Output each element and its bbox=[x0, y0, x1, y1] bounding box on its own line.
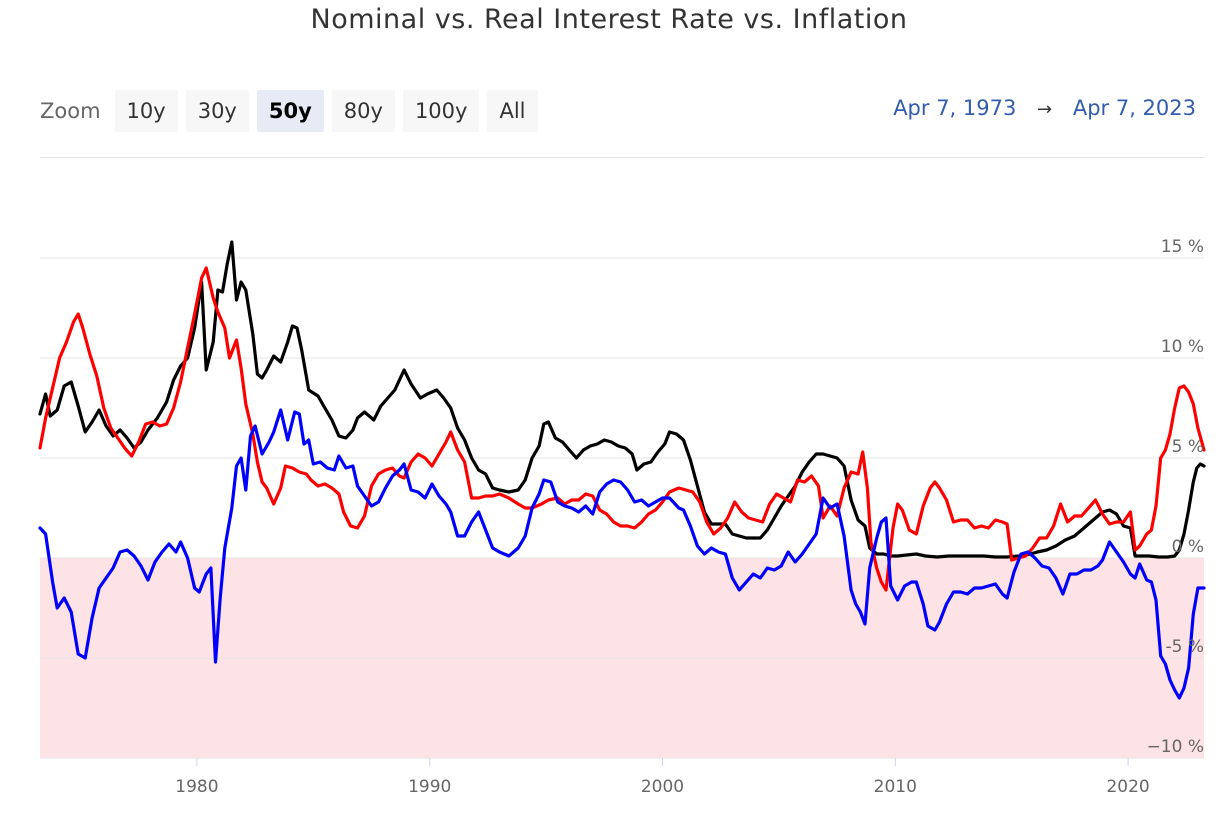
x-tick-label: 2000 bbox=[641, 777, 684, 797]
series-nominal-interest-rateline[interactable] bbox=[38, 240, 1206, 559]
range-arrow-icon: → bbox=[1037, 99, 1053, 120]
y-tick-label: 5 % bbox=[1172, 437, 1204, 457]
y-axis-labels: 15 % 10 % 5 % 0 % -5 % −10 % bbox=[1147, 237, 1204, 757]
x-tick-label: 1980 bbox=[175, 777, 218, 797]
header-separator bbox=[40, 157, 1204, 158]
x-axis-labels: 1980 1990 2000 2010 2020 bbox=[175, 758, 1150, 797]
zoom-button-80y[interactable]: 80y bbox=[331, 90, 395, 132]
zoom-button-100y[interactable]: 100y bbox=[402, 90, 480, 132]
series-real-interest-rateline[interactable] bbox=[38, 408, 1206, 700]
y-tick-label: 15 % bbox=[1161, 237, 1204, 257]
x-tick-label: 1990 bbox=[408, 777, 451, 797]
zoom-bar: Zoom 10y 30y 50y 80y 100y All bbox=[40, 88, 538, 134]
x-tick-label: 2020 bbox=[1106, 777, 1149, 797]
zoom-button-10y[interactable]: 10y bbox=[114, 90, 178, 132]
range-to[interactable]: Apr 7, 2023 bbox=[1072, 96, 1196, 120]
series-inflation-rateline[interactable] bbox=[38, 266, 1206, 592]
zoom-button-all[interactable]: All bbox=[487, 90, 538, 132]
zoom-button-50y[interactable]: 50y bbox=[256, 90, 324, 132]
zoom-label: Zoom bbox=[40, 99, 101, 123]
y-tick-label: −10 % bbox=[1147, 737, 1204, 757]
y-tick-label: 0 % bbox=[1172, 537, 1204, 557]
zoom-button-30y[interactable]: 30y bbox=[185, 90, 249, 132]
series-group bbox=[38, 240, 1206, 700]
range-from[interactable]: Apr 7, 1973 bbox=[893, 96, 1017, 120]
y-tick-label: 10 % bbox=[1161, 337, 1204, 357]
date-range: Apr 7, 1973 → Apr 7, 2023 bbox=[893, 96, 1196, 120]
x-tick-label: 2010 bbox=[874, 777, 917, 797]
y-tick-label: -5 % bbox=[1165, 637, 1204, 657]
chart-title: Nominal vs. Real Interest Rate vs. Infla… bbox=[310, 4, 908, 35]
